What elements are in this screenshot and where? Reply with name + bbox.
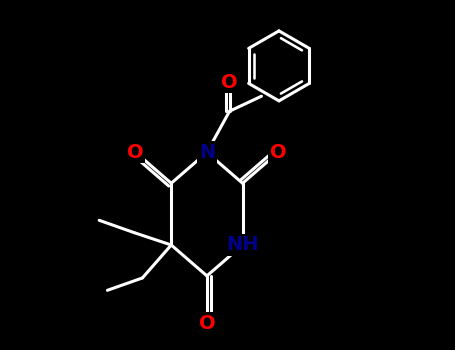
Text: O: O xyxy=(127,143,144,162)
Text: NH: NH xyxy=(226,236,259,254)
Text: O: O xyxy=(198,314,215,333)
Text: N: N xyxy=(199,143,215,162)
Text: O: O xyxy=(221,73,238,92)
Text: O: O xyxy=(270,143,287,162)
